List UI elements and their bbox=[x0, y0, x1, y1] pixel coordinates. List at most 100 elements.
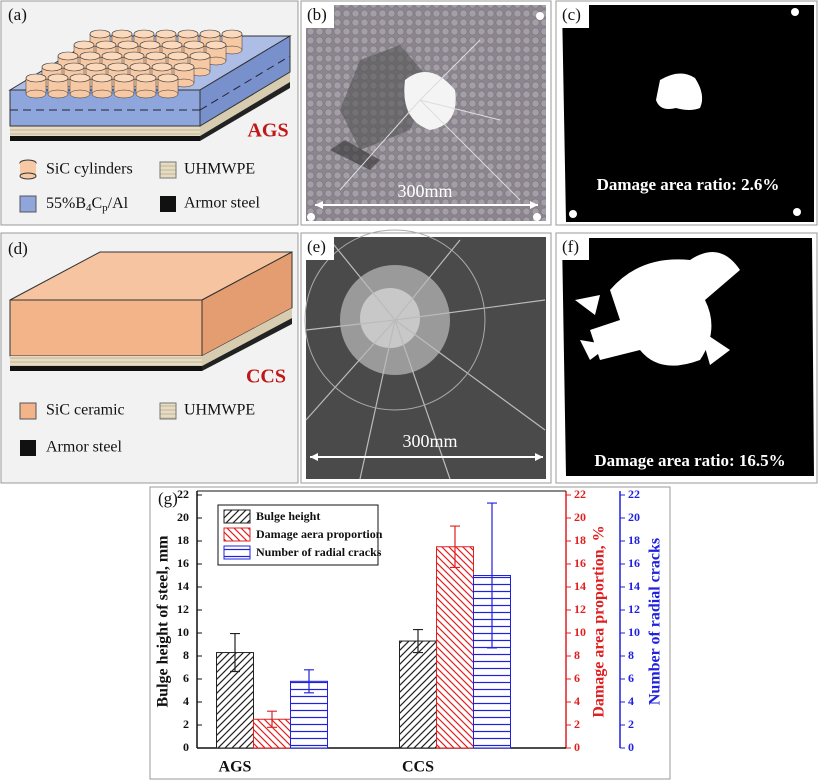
cylinder-top bbox=[161, 40, 183, 50]
legend-icon bbox=[160, 196, 176, 212]
error-bar bbox=[267, 710, 277, 728]
tick-label: 4 bbox=[628, 694, 634, 708]
steel-side bbox=[202, 318, 292, 371]
cylinder-base bbox=[157, 89, 179, 99]
steel-layer bbox=[10, 136, 200, 141]
error-bar bbox=[230, 632, 240, 673]
cylinder-top bbox=[145, 51, 167, 61]
x-tick-label: CCS bbox=[402, 759, 434, 776]
steel-side bbox=[200, 82, 290, 141]
tick-label: 22 bbox=[177, 487, 189, 501]
uhmwpe-side bbox=[200, 72, 290, 136]
matrix-side bbox=[199, 35, 291, 127]
tick-label: 2 bbox=[628, 717, 634, 731]
cylinder-top bbox=[91, 73, 113, 83]
legend-label: Damage aera proportion bbox=[256, 527, 383, 541]
cylinder-top bbox=[95, 40, 117, 50]
tick-label: 22 bbox=[628, 487, 640, 501]
legend-label: Armor steel bbox=[184, 195, 261, 212]
bolt bbox=[791, 8, 799, 16]
damage-area bbox=[656, 73, 703, 110]
subscript: p bbox=[102, 202, 108, 214]
tick-label: 8 bbox=[628, 648, 634, 662]
tick-label: 20 bbox=[628, 510, 640, 524]
tick-label: 16 bbox=[628, 556, 640, 570]
panel-label: (b) bbox=[307, 5, 327, 24]
panel-e: 300mm (e) bbox=[300, 229, 552, 484]
y3-axis-label: Number of radial cracks bbox=[647, 538, 664, 705]
tick-label: 18 bbox=[574, 533, 586, 547]
cylinder-top bbox=[221, 29, 243, 39]
ceramic-front bbox=[9, 299, 203, 357]
bolt bbox=[793, 208, 801, 216]
cylinder-top bbox=[135, 73, 157, 83]
tick-label: 20 bbox=[177, 510, 189, 524]
tick-label: 16 bbox=[177, 556, 189, 570]
cylinder-top bbox=[189, 51, 211, 61]
legend-label: Number of radial cracks bbox=[256, 545, 382, 559]
impact bbox=[404, 72, 456, 130]
damage-area bbox=[575, 295, 730, 365]
legend-label: SiC cylinders bbox=[46, 161, 133, 178]
legend-label: Armor steel bbox=[46, 439, 123, 456]
tick-label: 8 bbox=[574, 648, 580, 662]
cylinder-top bbox=[155, 29, 177, 39]
uhmwpe-layer bbox=[10, 356, 202, 366]
cylinder-top bbox=[167, 51, 189, 61]
legend-label: SiC ceramic bbox=[46, 402, 125, 419]
cylinder-base bbox=[135, 89, 157, 99]
panel-tag: AGS bbox=[247, 120, 288, 142]
tick-label: 14 bbox=[574, 579, 586, 593]
bolt bbox=[307, 213, 315, 221]
cylinder-top bbox=[25, 73, 47, 83]
cylinder-top bbox=[177, 29, 199, 39]
cylinder-top bbox=[183, 40, 205, 50]
cylinder-top bbox=[113, 73, 135, 83]
damage bbox=[330, 140, 380, 170]
tick-label: 12 bbox=[574, 602, 586, 616]
label-bg bbox=[559, 4, 589, 28]
error-bar bbox=[487, 502, 497, 649]
impact bbox=[360, 288, 420, 348]
panel-label: (c) bbox=[562, 5, 581, 24]
cylinder-top bbox=[173, 62, 195, 72]
tick-label: 14 bbox=[177, 579, 189, 593]
tick-label: 18 bbox=[177, 533, 189, 547]
panel-d: (d) CCS SiC ceramic UHMWPE Armor steel bbox=[0, 232, 299, 484]
tick-label: 2 bbox=[574, 717, 580, 731]
legend-label: UHMWPE bbox=[184, 402, 255, 419]
cylinder-top bbox=[41, 62, 63, 72]
cylinder-top bbox=[89, 29, 111, 39]
steel-layer bbox=[10, 366, 202, 371]
tick-label: 18 bbox=[628, 533, 640, 547]
legend-label: UHMWPE bbox=[184, 161, 255, 178]
panel-tag: CCS bbox=[246, 366, 286, 388]
tick-label: 2 bbox=[183, 717, 189, 731]
cylinder-top bbox=[101, 51, 123, 61]
bolt bbox=[533, 213, 541, 221]
bar bbox=[399, 640, 437, 749]
legend-label: 55%B4Cp/Al bbox=[46, 195, 129, 214]
uhmwpe-side bbox=[202, 308, 292, 366]
cylinder-top bbox=[73, 40, 95, 50]
tick-label: 8 bbox=[183, 648, 189, 662]
cylinder-top bbox=[123, 51, 145, 61]
label-bg bbox=[304, 236, 334, 260]
chart: 0246810121416182022024681012141618202202… bbox=[155, 487, 664, 776]
tick-label: 0 bbox=[574, 740, 580, 754]
y2-axis-label: Damage area proportion, % bbox=[591, 525, 608, 717]
tick-label: 20 bbox=[574, 510, 586, 524]
cylinder-top bbox=[117, 40, 139, 50]
damage bbox=[340, 45, 430, 150]
legend-icon bbox=[159, 402, 177, 420]
text-part: C bbox=[92, 195, 103, 212]
crack bbox=[339, 39, 521, 201]
legend-icon bbox=[19, 402, 37, 420]
legend-label: Bulge height bbox=[256, 509, 320, 523]
error-bar bbox=[413, 628, 423, 654]
panel-label: (g) bbox=[158, 489, 178, 508]
legend-icon bbox=[19, 172, 37, 180]
cylinder-top bbox=[69, 73, 91, 83]
tick-label: 12 bbox=[177, 602, 189, 616]
